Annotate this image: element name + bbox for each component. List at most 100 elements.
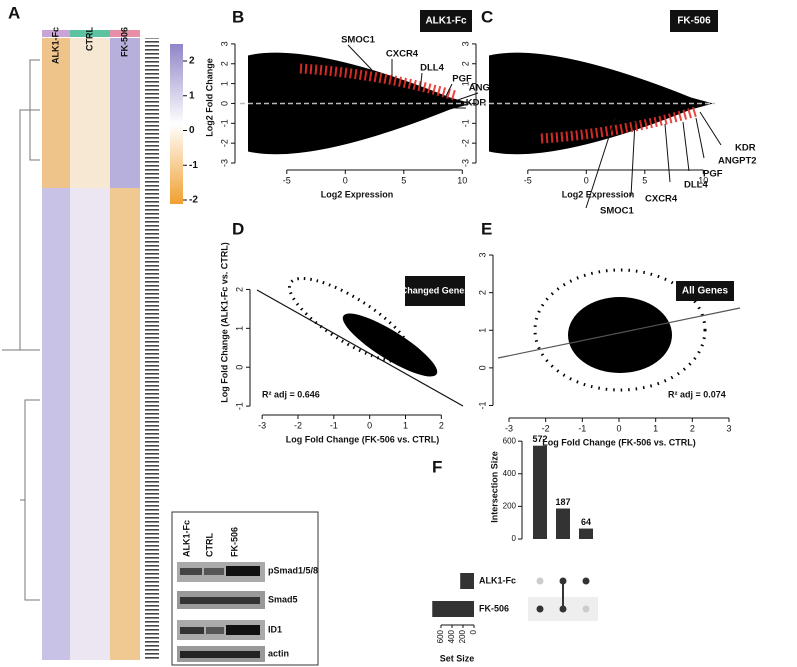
blot-column: CTRL bbox=[204, 533, 214, 557]
label-box bbox=[670, 10, 718, 32]
gene-label: DLL4 bbox=[684, 180, 708, 191]
y-tick-label: 3 bbox=[219, 41, 229, 46]
band bbox=[180, 651, 260, 658]
x-tick-label: 0 bbox=[469, 629, 478, 634]
x-tick-label: -1 bbox=[578, 423, 586, 433]
blot-column: FK-506 bbox=[229, 527, 239, 557]
plot-label: Changed Genes bbox=[401, 285, 470, 295]
heat-block bbox=[110, 38, 140, 188]
r2-label: R² adj = 0.646 bbox=[262, 389, 320, 399]
colorbar-label: 0 bbox=[189, 125, 195, 136]
y-tick-label: 1 bbox=[219, 81, 229, 86]
x-tick-label: 1 bbox=[653, 423, 658, 433]
y-tick-label: 0 bbox=[234, 365, 244, 370]
x-tick-label: -5 bbox=[524, 175, 532, 185]
bar bbox=[533, 445, 547, 539]
x-tick-label: 0 bbox=[367, 420, 372, 430]
panel-label: B bbox=[232, 7, 244, 26]
matrix-dot bbox=[536, 577, 544, 585]
column-label: FK-506 bbox=[119, 27, 129, 57]
gene-label: ANGPT2 bbox=[718, 156, 757, 167]
y-tick-label: 2 bbox=[477, 290, 487, 295]
y-axis-label: Log Fold Change (ALK1-Fc vs. CTRL) bbox=[219, 242, 229, 403]
colorbar bbox=[170, 44, 183, 204]
plot-label: ALK1-Fc bbox=[425, 16, 467, 27]
band bbox=[206, 627, 224, 634]
band bbox=[180, 627, 204, 634]
y-tick-label: 0 bbox=[219, 101, 229, 106]
x-axis-label: Set Size bbox=[440, 653, 475, 663]
y-tick-label: 1 bbox=[477, 328, 487, 333]
heat-block bbox=[70, 188, 110, 660]
column-label: CTRL bbox=[84, 27, 94, 51]
matrix-dot bbox=[559, 605, 567, 613]
heat-block bbox=[70, 38, 110, 188]
y-tick-label: -1 bbox=[234, 402, 244, 410]
x-tick-label: -5 bbox=[283, 175, 291, 185]
matrix-dot bbox=[559, 577, 567, 585]
y-axis-label: Log2 Fold Change bbox=[204, 58, 214, 137]
blot-row: ID1 bbox=[268, 624, 282, 634]
x-tick-label: 5 bbox=[401, 175, 406, 185]
y-tick-label: 3 bbox=[477, 253, 487, 258]
panel-label: E bbox=[481, 219, 492, 238]
blot-frame bbox=[171, 511, 319, 666]
x-tick-label: 2 bbox=[690, 423, 695, 433]
gene-leader bbox=[585, 117, 616, 209]
gene-label: PGF bbox=[452, 74, 472, 85]
panel-label: D bbox=[232, 219, 244, 238]
y-axis-label: Intersection Size bbox=[489, 451, 499, 523]
label-box bbox=[420, 10, 472, 32]
label-box bbox=[676, 281, 734, 301]
r2-label: R² adj = 0.074 bbox=[668, 389, 726, 399]
matrix-dot bbox=[582, 577, 590, 585]
band bbox=[226, 566, 260, 576]
column-bar bbox=[42, 30, 70, 37]
dendrogram bbox=[2, 109, 40, 351]
y-tick-label: -2 bbox=[219, 139, 229, 147]
y-tick-label: 1 bbox=[460, 81, 470, 86]
point-cloud bbox=[568, 297, 672, 373]
x-tick-label: 3 bbox=[726, 423, 731, 433]
panel-label: C bbox=[481, 7, 493, 26]
blot-column: ALK1-Fc bbox=[181, 520, 191, 557]
colorbar-label: -1 bbox=[189, 160, 198, 171]
panel-label: F bbox=[432, 457, 442, 476]
gene-label: KDR bbox=[735, 143, 756, 154]
heat-block bbox=[42, 38, 70, 188]
gene-leader bbox=[347, 44, 373, 71]
y-tick-label: 0 bbox=[512, 534, 517, 543]
y-tick-label: -1 bbox=[477, 401, 487, 409]
x-tick-label: 10 bbox=[698, 175, 708, 185]
x-tick-label: 200 bbox=[458, 629, 467, 643]
gene-leader bbox=[695, 117, 705, 159]
x-axis-label: Log2 Expression bbox=[562, 189, 635, 199]
gene-label: SMOC1 bbox=[600, 206, 635, 217]
x-tick-label: 400 bbox=[447, 629, 456, 643]
bar bbox=[556, 508, 570, 539]
column-label: ALK1-Fc bbox=[50, 27, 60, 64]
gene-label: CXCR4 bbox=[645, 194, 678, 205]
y-tick-label: 2 bbox=[219, 61, 229, 66]
gene-leader bbox=[664, 123, 671, 183]
colorbar-label: 1 bbox=[189, 90, 195, 101]
set-name: ALK1-Fc bbox=[479, 575, 516, 585]
blot-row: Smad5 bbox=[268, 594, 298, 604]
gene-label: DLL4 bbox=[420, 63, 444, 74]
gene-label: ANGPT2 bbox=[469, 83, 508, 94]
point-cloud-sparse bbox=[288, 276, 412, 364]
gene-leader bbox=[444, 83, 453, 99]
gene-leader bbox=[699, 111, 722, 146]
set-name: FK-506 bbox=[479, 603, 509, 613]
x-tick-label: 0 bbox=[616, 423, 621, 433]
column-bar bbox=[110, 30, 140, 37]
y-tick-label: -3 bbox=[219, 159, 229, 167]
x-axis-label: Log2 Expression bbox=[321, 189, 394, 199]
band bbox=[180, 568, 202, 575]
matrix-dot bbox=[536, 605, 544, 613]
gene-label: SMOC1 bbox=[341, 35, 376, 46]
set-size-bar bbox=[460, 573, 474, 589]
x-axis-label: Log Fold Change (FK-506 vs. CTRL) bbox=[286, 434, 440, 444]
y-tick-label: 2 bbox=[234, 287, 244, 292]
